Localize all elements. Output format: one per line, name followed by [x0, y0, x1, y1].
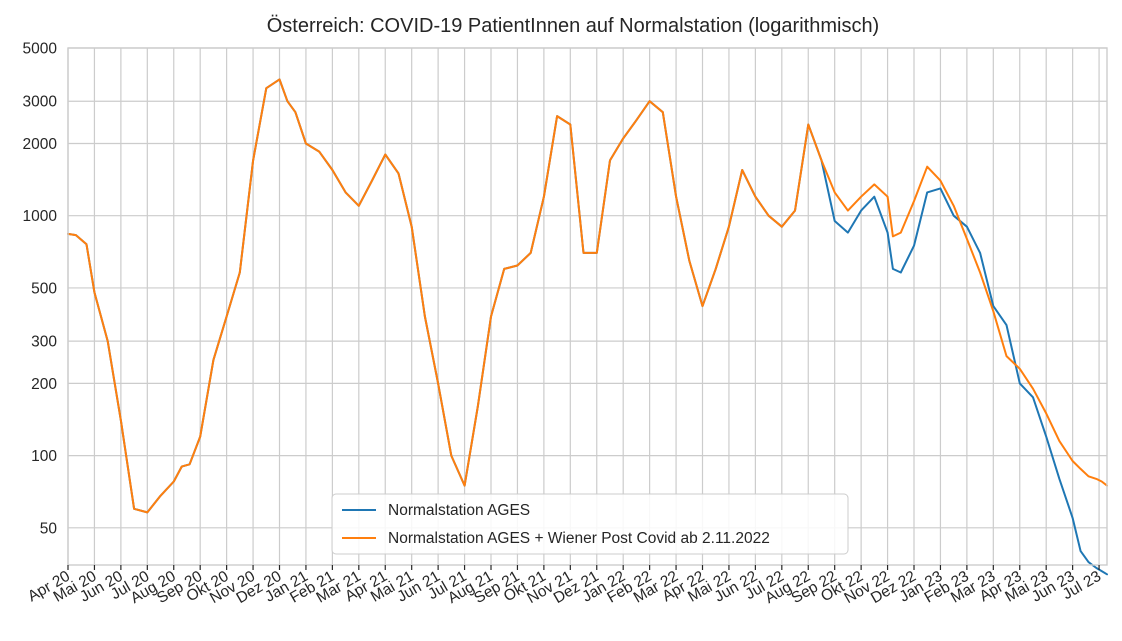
y-tick-label-100: 100 — [31, 448, 57, 465]
y-tick-label-5000: 5000 — [23, 41, 58, 58]
y-tick-label-500: 500 — [31, 280, 57, 297]
legend-label-ages-post-covid: Normalstation AGES + Wiener Post Covid a… — [388, 530, 770, 547]
y-axis-tick-labels: 50 100 200 300 500 1000 2000 3000 5000 — [23, 41, 58, 538]
chart-title: Österreich: COVID-19 PatientInnen auf No… — [267, 15, 879, 37]
y-tick-label-300: 300 — [31, 334, 57, 351]
y-tick-label-3000: 3000 — [23, 94, 58, 111]
y-tick-label-1000: 1000 — [23, 208, 58, 225]
series-line-ages-post-covid — [67, 78, 1108, 514]
y-tick-label-50: 50 — [40, 520, 58, 537]
x-gridlines — [67, 48, 1100, 565]
series-lines — [67, 78, 1108, 576]
legend-label-ages: Normalstation AGES — [388, 502, 530, 519]
legend: Normalstation AGES Normalstation AGES + … — [331, 493, 849, 555]
plot-frame — [67, 47, 1108, 566]
y-tick-label-2000: 2000 — [23, 136, 58, 153]
legend-box — [331, 493, 849, 555]
y-tick-label-200: 200 — [31, 376, 57, 393]
x-axis-ticks — [67, 565, 1100, 570]
y-gridlines — [68, 47, 1107, 529]
